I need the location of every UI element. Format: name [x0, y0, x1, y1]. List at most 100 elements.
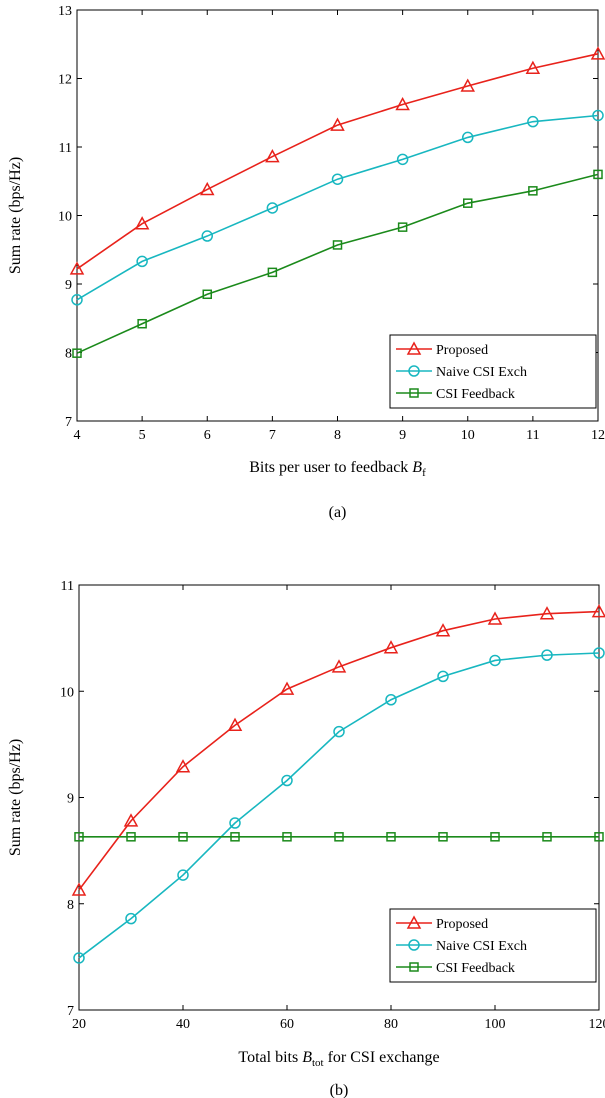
panel-caption: (b) [330, 1082, 349, 1098]
chart-b: 20 40 60 80 100 120 7 8 9 10 11 Sum rate (bps/Hz) To… [7, 579, 605, 1098]
data-point-square [528, 186, 538, 196]
data-point-triangle [199, 181, 215, 196]
series-line-triangle [78, 610, 600, 891]
data-point-square [267, 267, 278, 278]
x-tick-label: 9 [399, 428, 406, 443]
x-tick-label: 12 [591, 428, 605, 443]
data-point-square [282, 832, 292, 842]
y-tick-label: 10 [60, 685, 74, 700]
data-point-circle [177, 869, 189, 881]
data-point-square [178, 832, 188, 842]
data-point-square [137, 318, 147, 329]
data-point-square [438, 832, 448, 842]
y-axis-label: Sum rate (bps/Hz) [7, 157, 24, 274]
data-point-square [463, 198, 473, 208]
x-tick-label: 4 [74, 428, 81, 443]
data-point-triangle [395, 96, 410, 111]
data-point-square [386, 832, 396, 842]
y-tick-label: 10 [58, 210, 72, 225]
data-point-circle [136, 255, 148, 268]
data-point-square [334, 832, 344, 842]
y-tick-label: 7 [67, 1004, 74, 1019]
data-point-circle [489, 654, 501, 667]
x-tick-label: 11 [526, 428, 539, 443]
data-point-square [593, 169, 603, 180]
data-point-triangle [71, 882, 87, 896]
data-point-triangle [591, 603, 605, 618]
data-point-triangle [123, 813, 139, 827]
x-axis-label-subscript: f [422, 467, 426, 479]
x-axis-label: Total bits Btot for CSI exchange [238, 1049, 439, 1069]
y-axis-label: Sum rate (bps/Hz) [7, 739, 24, 856]
legend-label: Naive CSI Exch [436, 365, 527, 380]
series-line-square [76, 173, 599, 354]
data-point-circle [266, 202, 279, 214]
data-point-circle [201, 230, 213, 242]
data-point-circle [281, 774, 293, 787]
panel-caption: (a) [329, 504, 347, 521]
data-point-circle [385, 694, 397, 706]
legend-marker-square [409, 388, 419, 398]
y-tick-label: 11 [59, 141, 72, 156]
data-point-triangle [331, 659, 347, 673]
data-point-circle [229, 817, 241, 829]
data-point-triangle [330, 117, 345, 131]
legend-label: Proposed [436, 343, 488, 358]
x-tick-label: 40 [176, 1017, 190, 1032]
legend: Proposed Naive CSI Exch CSI Feedback [389, 908, 597, 983]
data-point-triangle [134, 216, 150, 230]
data-point-circle [73, 952, 85, 964]
x-axis-label-text-post: for CSI exchange [324, 1049, 440, 1066]
y-tick-label: 12 [58, 73, 72, 88]
legend-label: Proposed [436, 917, 488, 932]
data-point-square [397, 222, 408, 232]
legend-marker-triangle [406, 341, 422, 355]
data-point-triangle [279, 681, 295, 695]
data-point-square [542, 832, 552, 842]
y-tick-label: 9 [67, 792, 74, 807]
x-tick-label: 20 [72, 1017, 86, 1032]
legend-marker-circle [408, 939, 420, 951]
series-line-triangle [76, 53, 599, 270]
data-point-triangle [227, 717, 243, 731]
x-tick-label: 60 [280, 1017, 294, 1032]
x-tick-label: 80 [384, 1017, 398, 1032]
legend-label: CSI Feedback [436, 387, 515, 402]
legend-marker-triangle [406, 915, 422, 929]
x-tick-label: 5 [139, 428, 146, 443]
legend: Proposed Naive CSI Exch CSI Feedback [389, 334, 597, 409]
series-line-circle [76, 114, 599, 301]
x-axis-label-symbol: B [302, 1049, 312, 1066]
x-tick-label: 7 [269, 428, 276, 443]
legend-marker-circle [408, 365, 420, 377]
data-point-circle [437, 670, 449, 683]
data-point-square [594, 832, 604, 842]
data-point-triangle [525, 60, 541, 74]
data-point-triangle [175, 759, 191, 773]
y-tick-label: 11 [61, 579, 74, 594]
x-axis-label-subscript: tot [312, 1057, 324, 1069]
data-point-square [72, 348, 82, 358]
data-point-square [126, 832, 136, 842]
data-point-square [74, 832, 84, 842]
data-point-square [202, 289, 212, 300]
data-point-triangle [590, 46, 605, 60]
x-tick-label: 6 [204, 428, 211, 443]
data-point-circle [462, 131, 474, 144]
x-tick-label: 8 [334, 428, 341, 443]
data-point-triangle [460, 78, 476, 92]
y-tick-label: 7 [65, 415, 72, 430]
legend-marker-square [409, 962, 419, 972]
data-point-square [332, 240, 343, 250]
data-point-circle [71, 294, 83, 306]
data-point-triangle [265, 149, 280, 163]
data-point-circle [333, 725, 345, 738]
x-tick-label: 120 [589, 1017, 605, 1032]
y-tick-label: 8 [67, 898, 74, 913]
x-axis-label: Bits per user to feedback Bf [249, 459, 426, 479]
data-point-triangle [487, 611, 503, 625]
data-point-circle [125, 912, 137, 925]
data-point-circle [331, 173, 344, 185]
data-point-square [490, 832, 500, 842]
data-point-circle [527, 115, 539, 128]
